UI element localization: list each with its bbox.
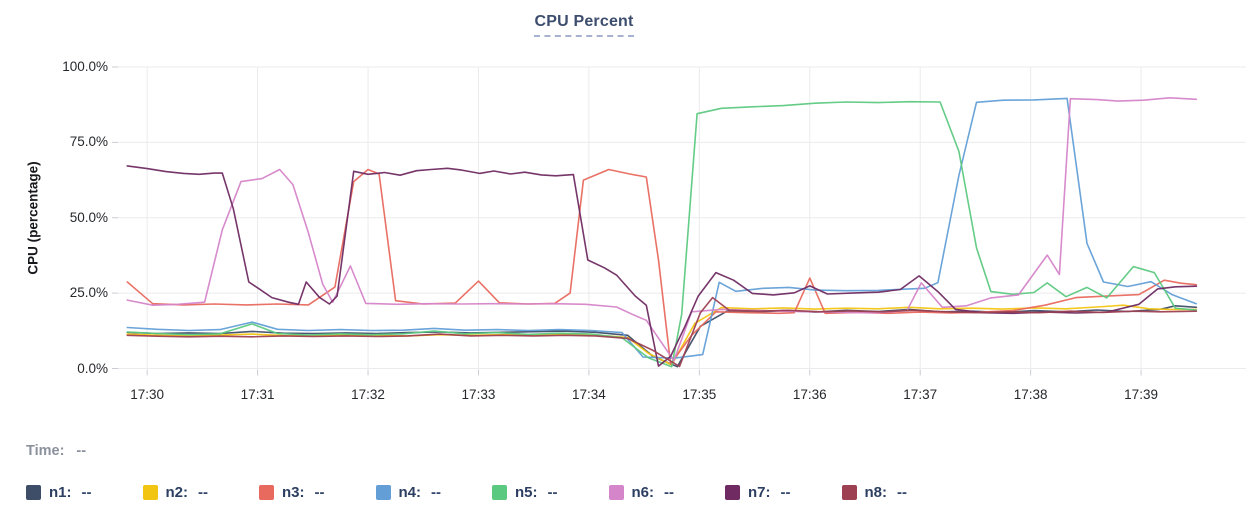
x-tick-1737: 17:37 — [903, 387, 938, 402]
legend-swatch-n4-icon — [375, 485, 391, 500]
x-tick-1735: 17:35 — [682, 387, 717, 402]
x-tick-1733: 17:33 — [461, 387, 496, 402]
chart-legend: n1: -- n2: -- n3: -- n4: -- n5: -- n6: -… — [26, 484, 907, 501]
series-line-n8 — [126, 296, 1198, 368]
x-tick-1730: 17:30 — [130, 387, 165, 402]
legend-item-n5[interactable]: n5: -- — [492, 484, 558, 501]
legend-swatch-n6-icon — [608, 485, 624, 500]
legend-label-n7: n7: — [748, 484, 771, 501]
legend-swatch-n7-icon — [725, 485, 740, 500]
legend-item-n3[interactable]: n3: -- — [259, 484, 325, 501]
series-line-n5 — [126, 100, 1198, 368]
legend-value-n8: -- — [897, 484, 907, 501]
legend-value-n1: -- — [81, 484, 92, 501]
legend-label-n8: n8: — [864, 484, 888, 501]
time-value: -- — [76, 443, 87, 459]
legend-label-n2: n2: — [165, 484, 189, 501]
chart-title-wrap: CPU Percent — [0, 13, 1168, 37]
legend-item-n6[interactable]: n6: -- — [608, 484, 674, 501]
legend-value-n7: -- — [780, 484, 791, 501]
legend-value-n2: -- — [198, 484, 208, 501]
series-line-n6 — [126, 97, 1198, 362]
x-tick-1734: 17:34 — [571, 387, 606, 402]
legend-label-n1: n1: — [49, 484, 72, 501]
x-tick-1731: 17:31 — [240, 387, 275, 402]
legend-swatch-n3-icon — [259, 485, 274, 500]
legend-value-n3: -- — [314, 484, 325, 501]
x-tick-1739: 17:39 — [1124, 387, 1158, 402]
series-line-n1 — [126, 304, 1198, 368]
legend-label-n3: n3: — [282, 484, 305, 501]
time-label: Time: — [26, 443, 65, 459]
x-tick-1736: 17:36 — [792, 387, 827, 402]
legend-swatch-n2-icon — [142, 485, 158, 500]
y-tick-50: 50.0% — [69, 209, 108, 225]
legend-item-n2[interactable]: n2: -- — [142, 484, 208, 501]
legend-value-n4: -- — [431, 484, 441, 501]
y-tick-25: 25.0% — [69, 285, 108, 301]
legend-label-n6: n6: — [631, 484, 655, 501]
legend-item-n1[interactable]: n1: -- — [26, 484, 92, 501]
series-line-n3 — [126, 168, 1198, 365]
legend-label-n5: n5: — [515, 484, 538, 501]
legend-label-n4: n4: — [398, 484, 422, 501]
legend-swatch-n8-icon — [841, 485, 857, 500]
series-line-n4 — [126, 97, 1198, 360]
y-tick-75: 75.0% — [69, 134, 108, 150]
chart-title: CPU Percent — [534, 13, 634, 37]
legend-value-n5: -- — [547, 484, 558, 501]
legend-item-n7[interactable]: n7: -- — [725, 484, 791, 501]
series-line-n7 — [126, 165, 1198, 367]
x-tick-1738: 17:38 — [1013, 387, 1048, 402]
x-tick-1732: 17:32 — [351, 387, 385, 402]
time-readout: Time: -- — [26, 443, 86, 459]
legend-item-n4[interactable]: n4: -- — [375, 484, 441, 501]
y-tick-0: 0.0% — [77, 360, 108, 376]
legend-item-n8[interactable]: n8: -- — [841, 484, 907, 501]
legend-swatch-n1-icon — [26, 485, 41, 500]
chart-canvas[interactable] — [0, 0, 1254, 430]
y-tick-100: 100.0% — [62, 59, 108, 74]
legend-swatch-n5-icon — [492, 485, 507, 500]
legend-value-n6: -- — [664, 484, 674, 501]
